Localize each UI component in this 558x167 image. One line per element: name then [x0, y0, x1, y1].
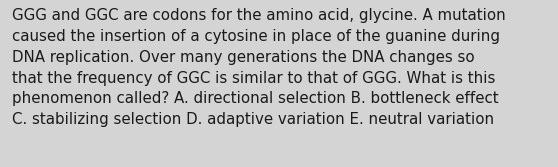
Text: GGG and GGC are codons for the amino acid, glycine. A mutation
caused the insert: GGG and GGC are codons for the amino aci…: [12, 8, 506, 127]
